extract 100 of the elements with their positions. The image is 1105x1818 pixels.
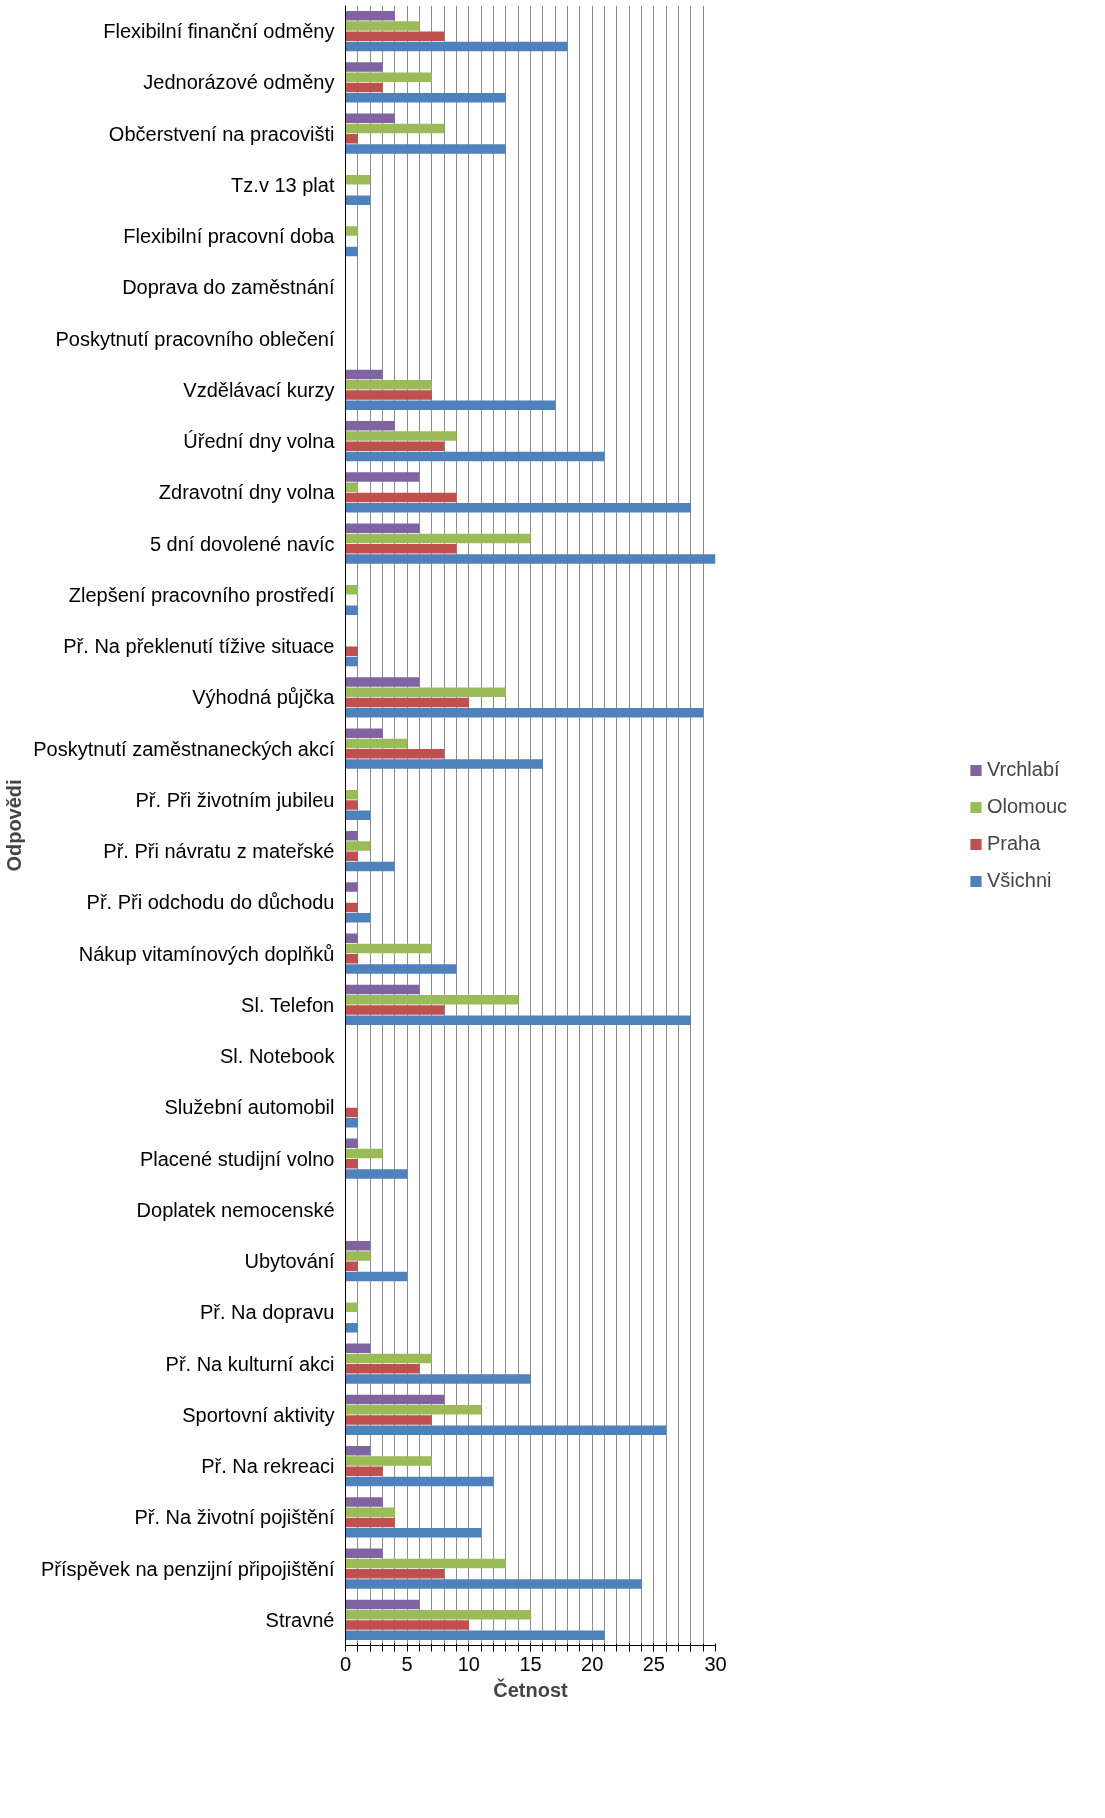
bar bbox=[345, 144, 506, 154]
bar bbox=[345, 62, 383, 72]
x-tick-label: 15 bbox=[519, 1652, 542, 1675]
bar bbox=[345, 554, 716, 564]
bar bbox=[345, 1609, 531, 1620]
bar bbox=[345, 1445, 371, 1456]
y-tick-label: Sportovní aktivity bbox=[182, 1403, 335, 1426]
bar bbox=[345, 482, 358, 493]
y-tick-label: Placené studijní volno bbox=[139, 1147, 335, 1170]
bar bbox=[345, 800, 358, 810]
y-tick-label: Nákup vitamínových doplňků bbox=[78, 942, 335, 965]
y-tick-label: Doprava do zaměstnání bbox=[122, 276, 335, 299]
y-tick-label: Sl. Telefon bbox=[241, 993, 335, 1016]
bar bbox=[345, 1302, 358, 1313]
bar bbox=[345, 697, 469, 708]
bar bbox=[345, 390, 432, 400]
x-tick-label: 10 bbox=[457, 1652, 480, 1675]
bar bbox=[345, 1425, 667, 1436]
bar bbox=[345, 1527, 482, 1538]
y-tick-label: Příspěvek na penzijní připojištění bbox=[41, 1557, 335, 1580]
bar bbox=[345, 1415, 432, 1425]
bar bbox=[345, 851, 358, 862]
bar bbox=[345, 451, 605, 462]
bar bbox=[345, 1548, 383, 1559]
bar bbox=[345, 226, 358, 236]
bar bbox=[345, 1404, 482, 1415]
bar bbox=[345, 902, 358, 913]
bar bbox=[345, 1363, 420, 1374]
bar bbox=[345, 1015, 691, 1026]
bar bbox=[345, 400, 556, 411]
y-tick-label: Stravné bbox=[265, 1608, 335, 1631]
bar bbox=[345, 246, 358, 257]
bar bbox=[345, 1138, 358, 1149]
y-tick-label: Sl. Notebook bbox=[219, 1045, 336, 1068]
y-tick-label: Úřední dny volna bbox=[183, 430, 336, 453]
x-tick-label: 20 bbox=[581, 1652, 604, 1675]
y-tick-label: Př. Při životním jubileu bbox=[135, 788, 335, 811]
bar bbox=[345, 687, 506, 698]
bar bbox=[345, 133, 358, 144]
bar bbox=[345, 1466, 383, 1477]
bar bbox=[345, 174, 371, 185]
x-tick-label: 5 bbox=[401, 1652, 413, 1675]
y-tick-label: Doplatek nemocenské bbox=[136, 1198, 335, 1221]
bar bbox=[345, 953, 358, 964]
y-tick-label: Př. Na kulturní akci bbox=[165, 1352, 335, 1375]
y-tick-label: Tz.v 13 plat bbox=[231, 173, 335, 196]
bar bbox=[345, 1148, 383, 1159]
bar bbox=[345, 1158, 358, 1169]
y-tick-label: Ubytování bbox=[244, 1250, 335, 1273]
bar bbox=[345, 1620, 469, 1630]
bar bbox=[345, 1169, 408, 1179]
y-tick-label: Občerstvení na pracovišti bbox=[108, 122, 335, 145]
bar bbox=[345, 759, 543, 769]
bar bbox=[345, 1497, 383, 1507]
bar bbox=[345, 441, 445, 452]
bar bbox=[345, 123, 445, 134]
bar bbox=[345, 1394, 445, 1405]
bar bbox=[345, 728, 383, 739]
y-tick-label: Služební automobil bbox=[164, 1096, 335, 1119]
bar bbox=[345, 707, 704, 718]
y-tick-label: Zlepšení pracovního prostředí bbox=[68, 583, 335, 606]
y-tick-label: Výhodná půjčka bbox=[192, 686, 336, 709]
bar bbox=[345, 1251, 371, 1261]
bar bbox=[345, 1579, 642, 1589]
bar bbox=[345, 1599, 420, 1610]
bar bbox=[345, 656, 358, 667]
legend-label: Praha bbox=[986, 832, 1041, 855]
bar bbox=[345, 1343, 371, 1354]
bar bbox=[345, 964, 457, 974]
y-tick-label: Př. Při odchodu do důchodu bbox=[86, 891, 335, 914]
bar bbox=[345, 1517, 395, 1528]
bar bbox=[345, 677, 420, 687]
bar bbox=[345, 31, 445, 42]
bar bbox=[345, 41, 568, 52]
bar bbox=[345, 912, 371, 923]
bar bbox=[345, 1568, 445, 1579]
bar bbox=[345, 533, 531, 544]
bar bbox=[345, 861, 395, 872]
bar bbox=[345, 379, 432, 390]
legend-label: Všichni bbox=[986, 869, 1052, 892]
bar bbox=[345, 1271, 408, 1282]
bar bbox=[345, 21, 420, 31]
bar bbox=[345, 1107, 358, 1118]
y-tick-label: Př. Na životní pojištění bbox=[134, 1506, 335, 1529]
y-tick-label: Př. Na překlenutí tížive situace bbox=[63, 635, 335, 658]
bar bbox=[345, 1374, 531, 1384]
bar bbox=[345, 113, 395, 124]
bar bbox=[345, 195, 371, 206]
y-tick-label: Př. Na dopravu bbox=[199, 1301, 335, 1324]
bar bbox=[345, 810, 371, 821]
bar bbox=[345, 882, 358, 892]
bar bbox=[345, 646, 358, 657]
bar bbox=[345, 1507, 395, 1518]
y-tick-label: Poskytnutí pracovního oblečení bbox=[55, 327, 335, 350]
bar bbox=[345, 605, 358, 616]
y-tick-label: Vzdělávací kurzy bbox=[183, 378, 335, 401]
bar bbox=[345, 748, 445, 759]
y-tick-label: Flexibilní pracovní doba bbox=[123, 225, 336, 248]
y-tick-label: 5 dní dovolené navíc bbox=[149, 532, 335, 555]
bar bbox=[345, 1476, 494, 1487]
